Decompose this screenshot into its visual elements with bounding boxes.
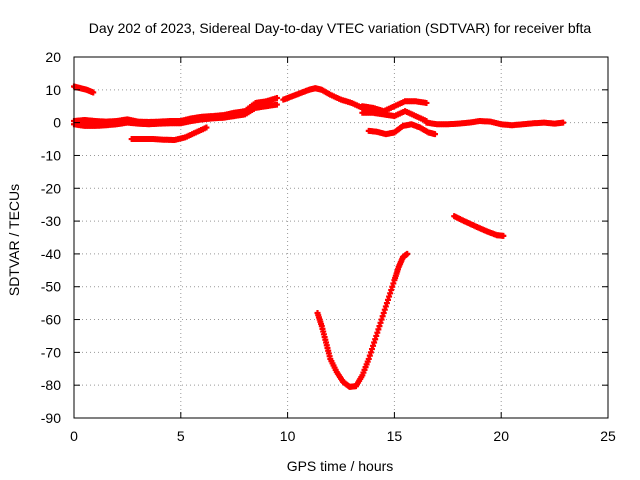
y-tick-label: -10 <box>41 147 61 163</box>
y-axis-label: SDTVAR / TECUs <box>6 184 22 296</box>
data-point <box>203 124 210 131</box>
y-tick-label: -30 <box>41 213 61 229</box>
data-marks <box>71 83 567 390</box>
x-tick-label: 25 <box>600 428 616 444</box>
y-tick-label: 10 <box>45 82 61 98</box>
y-tick-label: 0 <box>53 115 61 131</box>
grid-lines <box>74 57 608 418</box>
y-tick-label: -70 <box>41 344 61 360</box>
series-track-baseline-b <box>71 95 280 125</box>
data-point <box>500 232 507 239</box>
data-point <box>90 89 97 96</box>
x-tick-label: 20 <box>493 428 509 444</box>
series-track-descending <box>451 213 507 239</box>
x-tick-label: 15 <box>387 428 403 444</box>
y-tick-label: -90 <box>41 410 61 426</box>
data-point <box>431 131 438 138</box>
y-tick-label: -60 <box>41 312 61 328</box>
x-tick-label: 5 <box>177 428 185 444</box>
data-point <box>273 95 280 102</box>
x-tick-label: 10 <box>280 428 296 444</box>
series-track-afternoon-upper <box>359 98 430 115</box>
series-track-deep-trough <box>314 250 411 390</box>
data-point <box>423 99 430 106</box>
data-point <box>404 250 411 257</box>
data-point <box>560 119 567 126</box>
y-tick-label: -20 <box>41 180 61 196</box>
series-track-afternoon-dip <box>365 121 438 138</box>
axis-ticks: 0 5 10 15 20 25 20 10 0 -10 -20 -30 -40 -50 -60 -70 -80 -… <box>41 49 616 444</box>
y-tick-label: -50 <box>41 279 61 295</box>
chart-title: Day 202 of 2023, Sidereal Day-to-day VTE… <box>89 20 592 36</box>
y-tick-label: -80 <box>41 377 61 393</box>
x-tick-label: 0 <box>70 428 78 444</box>
y-tick-label: -40 <box>41 246 61 262</box>
x-axis-label: GPS time / hours <box>287 458 394 474</box>
series-track-low-segment <box>128 124 210 144</box>
y-tick-label: 20 <box>45 49 61 65</box>
plot-frame <box>73 56 609 419</box>
data-point <box>273 101 280 108</box>
series-track-evening-baseline <box>423 117 567 129</box>
